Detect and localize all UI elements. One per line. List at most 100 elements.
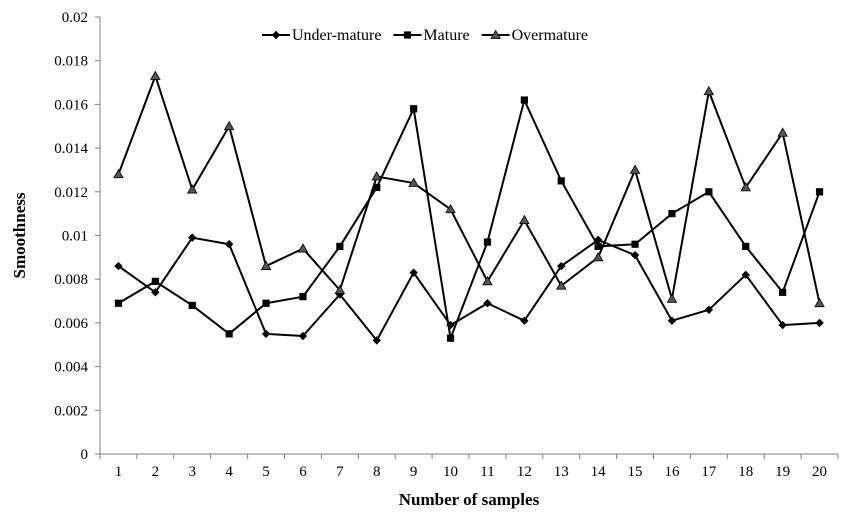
y-tick-label: 0.002 (54, 403, 88, 419)
data-point-triangle (297, 243, 309, 253)
x-tick-label: 2 (152, 464, 160, 480)
x-tick-label: 8 (373, 464, 381, 480)
data-point-triangle (445, 203, 456, 214)
legend: Under-mature Mature Overmature (262, 27, 588, 44)
series-line (117, 236, 820, 342)
data-point-square (705, 188, 713, 196)
x-tick-label: 11 (480, 464, 494, 480)
data-point-triangle (408, 177, 419, 187)
x-tick-label: 18 (738, 464, 753, 480)
data-point-triangle (260, 260, 272, 270)
legend-item: Under-mature (262, 27, 381, 44)
data-point-triangle (482, 275, 493, 286)
data-point-square (336, 242, 344, 251)
data-point-square (779, 288, 787, 296)
y-tick-label: 0.004 (54, 360, 88, 376)
legend-marker-square (403, 31, 412, 39)
y-tick-label: 0.02 (62, 10, 88, 26)
data-point-square (483, 238, 492, 246)
data-point-square (446, 334, 455, 342)
y-tick-label: 0.016 (54, 97, 88, 113)
data-point-triangle (629, 164, 641, 174)
data-point-diamond (224, 240, 234, 249)
legend-label: Overmature (512, 27, 588, 44)
x-tick-label: 9 (410, 464, 418, 480)
data-point-triangle (223, 120, 235, 131)
data-point-triangle (814, 297, 825, 308)
data-point-square (668, 210, 676, 218)
axes (99, 17, 838, 455)
data-point-diamond (188, 233, 197, 242)
data-point-square (114, 299, 123, 307)
y-tick-label: 0 (81, 447, 89, 463)
data-point-diamond (261, 329, 271, 339)
data-point-square (225, 330, 233, 338)
data-point-square (631, 240, 639, 248)
data-point-triangle (113, 168, 124, 179)
series-line (117, 99, 821, 340)
series-group (113, 70, 825, 345)
x-axis-ticks: 1 2 3 4 5 6 7 8 9 10 11 12 13 14 15 16 17 18 19 20 (99, 454, 839, 480)
data-point-diamond (815, 318, 824, 328)
data-point-triangle (186, 184, 198, 194)
data-point-triangle (703, 85, 715, 96)
data-point-square (262, 299, 270, 307)
data-point-square (594, 242, 602, 251)
data-point-square (557, 177, 565, 185)
data-point-triangle (592, 251, 604, 262)
series-line (117, 74, 821, 304)
data-point-square (410, 105, 418, 113)
y-tick-label: 0.006 (54, 316, 88, 332)
data-point-square (299, 293, 307, 301)
data-point-diamond (667, 316, 677, 325)
data-point-diamond (114, 261, 123, 271)
x-tick-label: 16 (664, 464, 680, 480)
data-point-diamond (630, 250, 640, 260)
legend-item: Overmature (481, 27, 588, 44)
x-tick-label: 13 (554, 464, 569, 480)
data-point-triangle (150, 70, 161, 80)
series-under-mature (114, 233, 824, 345)
y-axis-ticks: 0 0.002 0.004 0.006 0.008 0.01 0.012 0.014 0.016… (54, 10, 100, 463)
y-tick-label: 0.008 (54, 272, 88, 288)
legend-label: Under-mature (292, 27, 381, 44)
x-tick-label: 20 (812, 464, 827, 480)
data-point-triangle (555, 280, 567, 290)
data-point-triangle (740, 182, 752, 192)
y-tick-label: 0.012 (54, 185, 88, 201)
data-point-square (151, 277, 159, 285)
x-tick-label: 5 (262, 464, 270, 480)
data-point-square (742, 242, 750, 251)
x-tick-label: 3 (189, 464, 197, 480)
x-tick-label: 6 (299, 464, 307, 480)
data-point-triangle (777, 127, 788, 137)
x-tick-label: 7 (336, 464, 344, 480)
x-tick-label: 19 (775, 464, 790, 480)
data-point-diamond (593, 235, 603, 245)
data-point-square (188, 301, 196, 310)
x-axis-title: Number of samples (399, 490, 540, 509)
x-tick-label: 4 (225, 464, 233, 480)
data-point-diamond (741, 270, 750, 280)
data-point-diamond (372, 336, 381, 345)
x-tick-label: 14 (591, 464, 607, 480)
x-tick-label: 1 (115, 464, 123, 480)
data-point-triangle (371, 171, 383, 181)
data-point-diamond (557, 261, 566, 271)
legend-item: Mature (393, 27, 470, 44)
x-tick-label: 15 (628, 464, 643, 480)
y-axis-title: Smoothness (10, 192, 29, 278)
series-overmature (113, 70, 825, 308)
data-point-diamond (298, 331, 308, 341)
x-tick-label: 12 (517, 464, 532, 480)
data-point-diamond (483, 299, 492, 308)
data-point-square (373, 183, 381, 192)
data-point-diamond (151, 288, 160, 297)
data-point-diamond (409, 268, 418, 277)
x-tick-label: 17 (701, 464, 717, 480)
legend-marker-diamond (271, 30, 281, 40)
x-tick-label: 10 (443, 464, 458, 480)
data-point-triangle (519, 214, 530, 225)
